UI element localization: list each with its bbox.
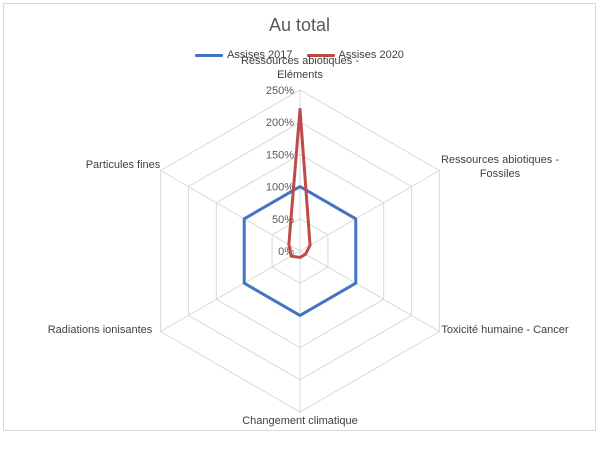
legend-label-2017: Assises 2017 xyxy=(227,49,293,61)
legend-swatch-2020 xyxy=(306,53,335,57)
category-label-4: Radiations ionisantes xyxy=(48,324,153,336)
category-label-2: Toxicité humaine - Cancer xyxy=(441,324,569,336)
tick-label-2: 100% xyxy=(266,182,294,194)
axis-spoke-4 xyxy=(160,250,301,332)
legend-swatch-2017 xyxy=(195,53,224,57)
tick-label-3: 150% xyxy=(266,149,294,161)
legend-item-2020: Assises 2020 xyxy=(306,49,404,61)
legend: Assises 2017 Assises 2020 xyxy=(4,49,595,61)
tick-label-4: 200% xyxy=(266,117,294,129)
legend-label-2020: Assises 2020 xyxy=(338,49,404,61)
tick-label-5: 250% xyxy=(266,85,294,97)
category-label-0: Ressources abiotiques -Eléments xyxy=(241,55,359,81)
series-line-1 xyxy=(287,107,312,259)
category-label-1: Ressources abiotiques -Fossiles xyxy=(441,154,559,180)
tick-label-1: 50% xyxy=(272,214,294,226)
axis-spoke-2 xyxy=(299,250,440,332)
category-label-5: Particules fines xyxy=(86,159,161,171)
category-label-3: Changement climatique xyxy=(242,415,358,427)
axis-spoke-5 xyxy=(160,170,301,252)
legend-item-2017: Assises 2017 xyxy=(195,49,293,61)
series-line-0 xyxy=(242,185,358,317)
chart-title: Au total xyxy=(268,15,331,35)
axis-spoke-1 xyxy=(299,170,440,252)
